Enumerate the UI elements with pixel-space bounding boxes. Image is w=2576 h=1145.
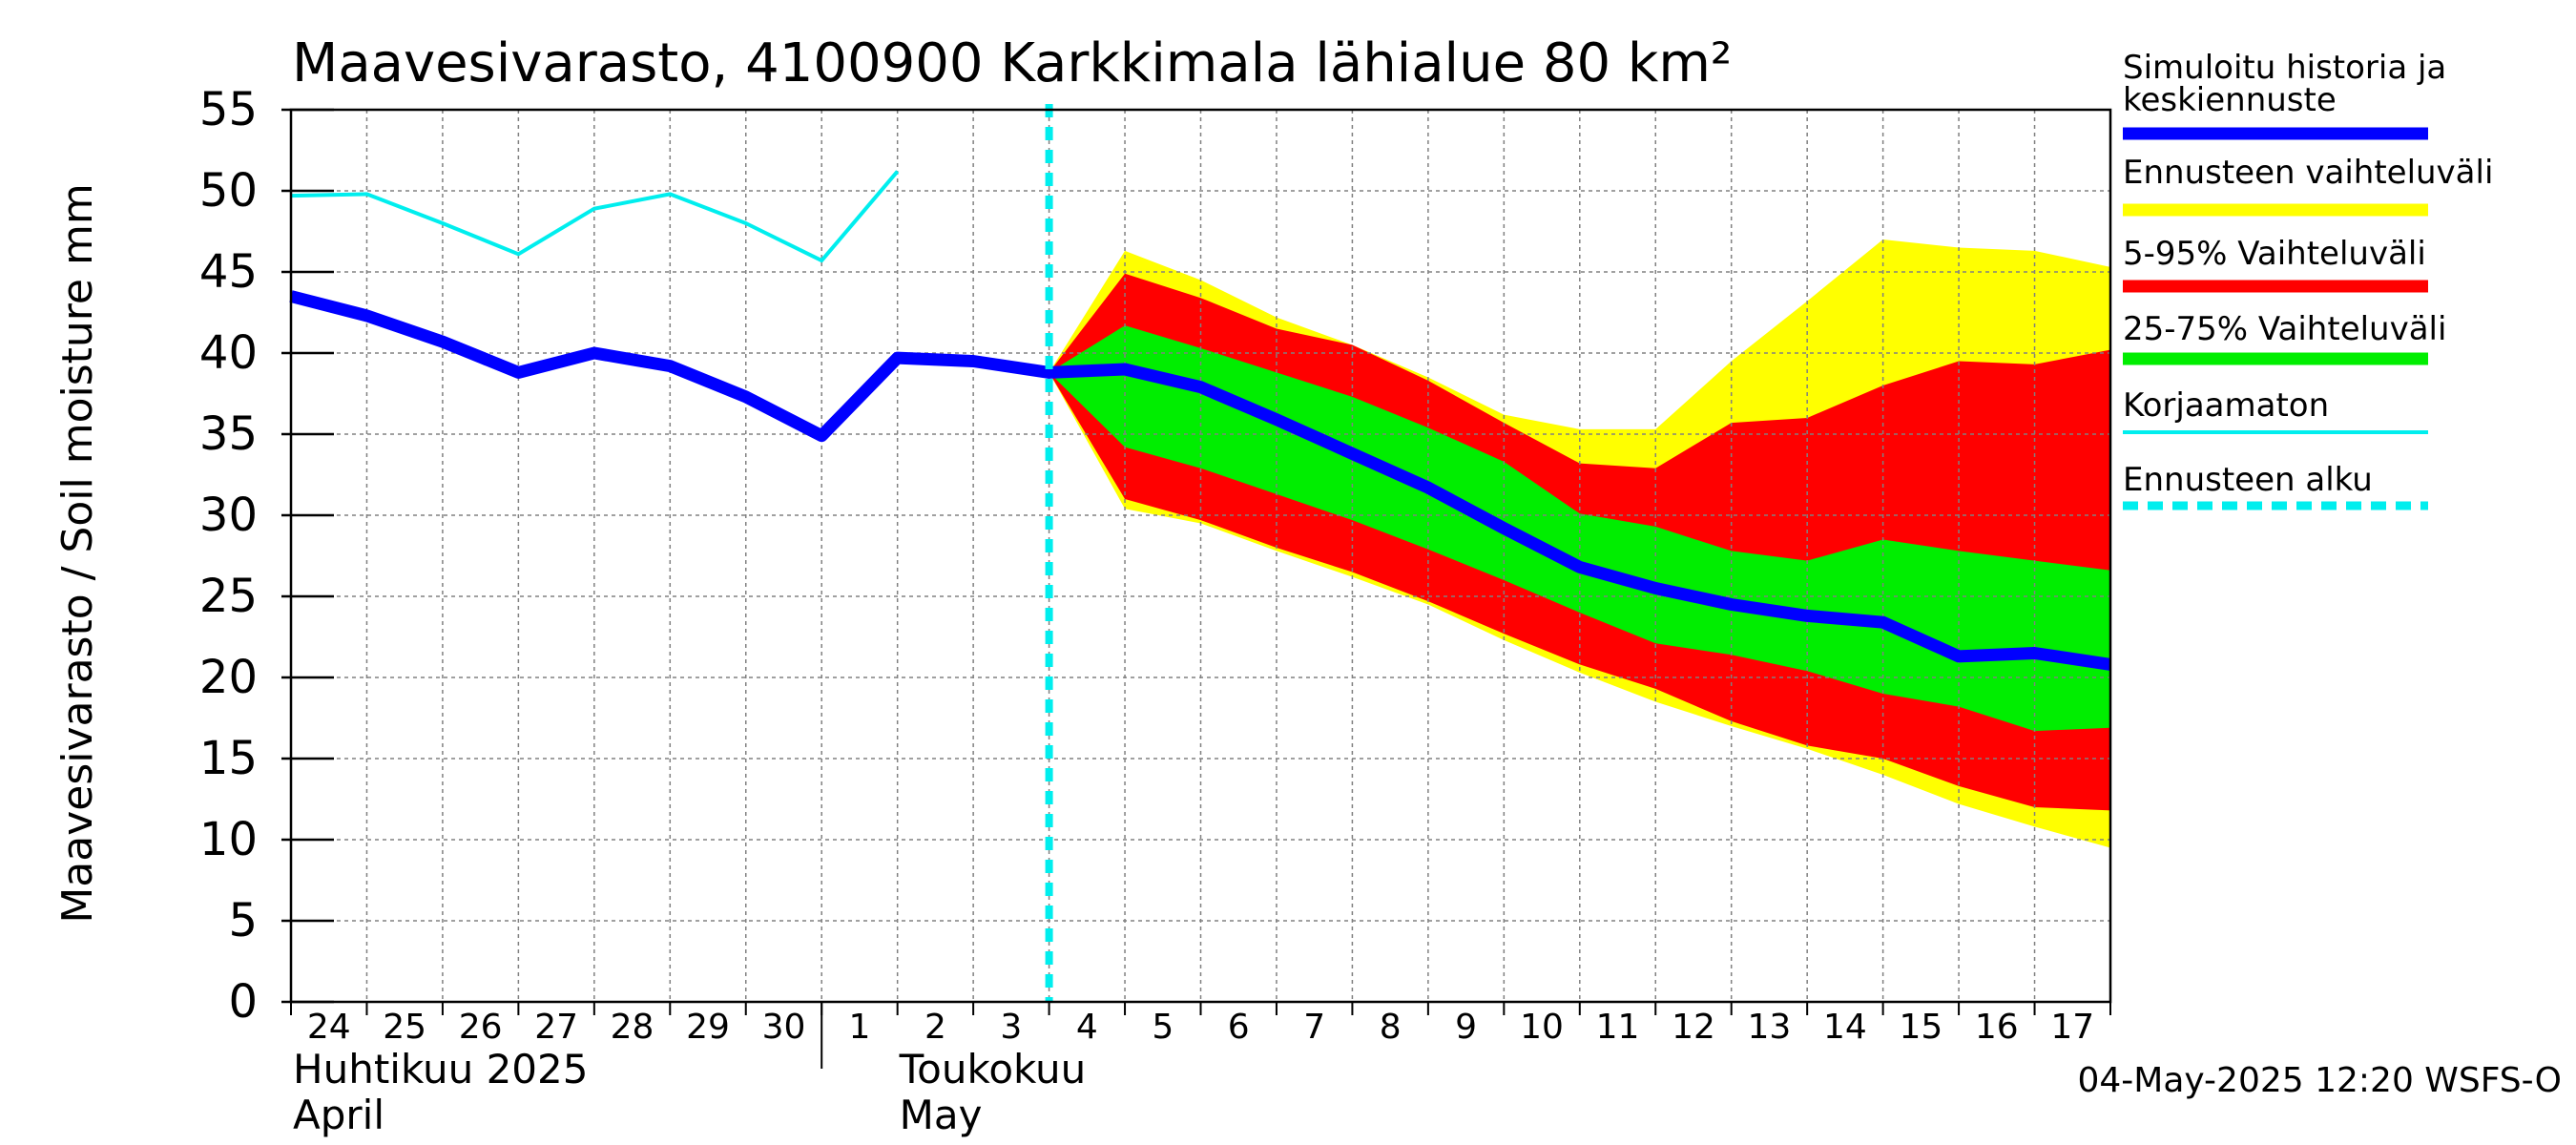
x-tick-label: 1	[848, 1008, 870, 1047]
legend-label: 25-75% Vaihteluväli	[2123, 310, 2446, 348]
y-tick-label: 25	[199, 570, 258, 623]
y-tick-label: 50	[199, 164, 258, 218]
x-tick-label: 13	[1748, 1008, 1792, 1047]
series-korjaamaton	[290, 170, 900, 263]
x-tick-label: 6	[1228, 1008, 1250, 1047]
y-tick-label: 10	[199, 813, 258, 866]
y-tick-label: 5	[228, 894, 258, 947]
legend-label: Ennusteen vaihteluväli	[2123, 154, 2493, 192]
x-tick-label: 5	[1152, 1008, 1174, 1047]
x-tick-label: 15	[1899, 1008, 1942, 1047]
y-tick-label: 0	[228, 975, 258, 1029]
x-tick-label: 3	[1000, 1008, 1022, 1047]
x-tick-label: 26	[459, 1008, 503, 1047]
x-tick-label: 17	[2050, 1008, 2094, 1047]
chart-title: Maavesivarasto, 4100900 Karkkimala lähia…	[292, 32, 1732, 94]
footer-timestamp: 04-May-2025 12:20 WSFS-O	[2077, 1061, 2562, 1100]
x-tick-label: 12	[1672, 1008, 1715, 1047]
y-tick-label: 40	[199, 326, 258, 380]
month-label-en: May	[900, 1092, 983, 1138]
x-tick-label: 28	[611, 1008, 654, 1047]
month-label: Toukokuu	[899, 1046, 1087, 1093]
x-tick-label: 30	[762, 1008, 806, 1047]
x-tick-label: 8	[1380, 1008, 1402, 1047]
legend-label: Ennusteen alku	[2123, 461, 2373, 499]
legend-label: Simuloitu historia ja	[2123, 49, 2446, 87]
y-tick-label: 30	[199, 489, 258, 542]
legend-label: 5-95% Vaihteluväli	[2123, 235, 2426, 273]
y-tick-label: 45	[199, 245, 258, 299]
legend-label: Korjaamaton	[2123, 386, 2329, 425]
x-tick-label: 9	[1455, 1008, 1477, 1047]
y-axis-label: Maavesivarasto / Soil moisture mm	[53, 183, 102, 923]
x-tick-label: 7	[1303, 1008, 1325, 1047]
x-tick-label: 24	[307, 1008, 351, 1047]
x-tick-label: 4	[1076, 1008, 1098, 1047]
y-tick-label: 20	[199, 651, 258, 704]
month-label-en: April	[293, 1092, 384, 1138]
month-label: Huhtikuu 2025	[293, 1046, 588, 1093]
x-tick-label: 11	[1596, 1008, 1640, 1047]
x-tick-label: 2	[924, 1008, 946, 1047]
y-tick-label: 15	[199, 732, 258, 785]
legend-label: keskiennuste	[2123, 81, 2337, 119]
x-tick-label: 16	[1975, 1008, 2019, 1047]
x-tick-label: 10	[1520, 1008, 1564, 1047]
series-simuloitu	[289, 290, 2111, 671]
x-tick-label: 14	[1823, 1008, 1867, 1047]
y-tick-label: 55	[199, 83, 258, 136]
x-tick-label: 25	[383, 1008, 426, 1047]
x-tick-label: 29	[686, 1008, 730, 1047]
y-tick-label: 35	[199, 407, 258, 461]
band-2	[1049, 325, 2110, 732]
x-tick-label: 27	[534, 1008, 578, 1047]
